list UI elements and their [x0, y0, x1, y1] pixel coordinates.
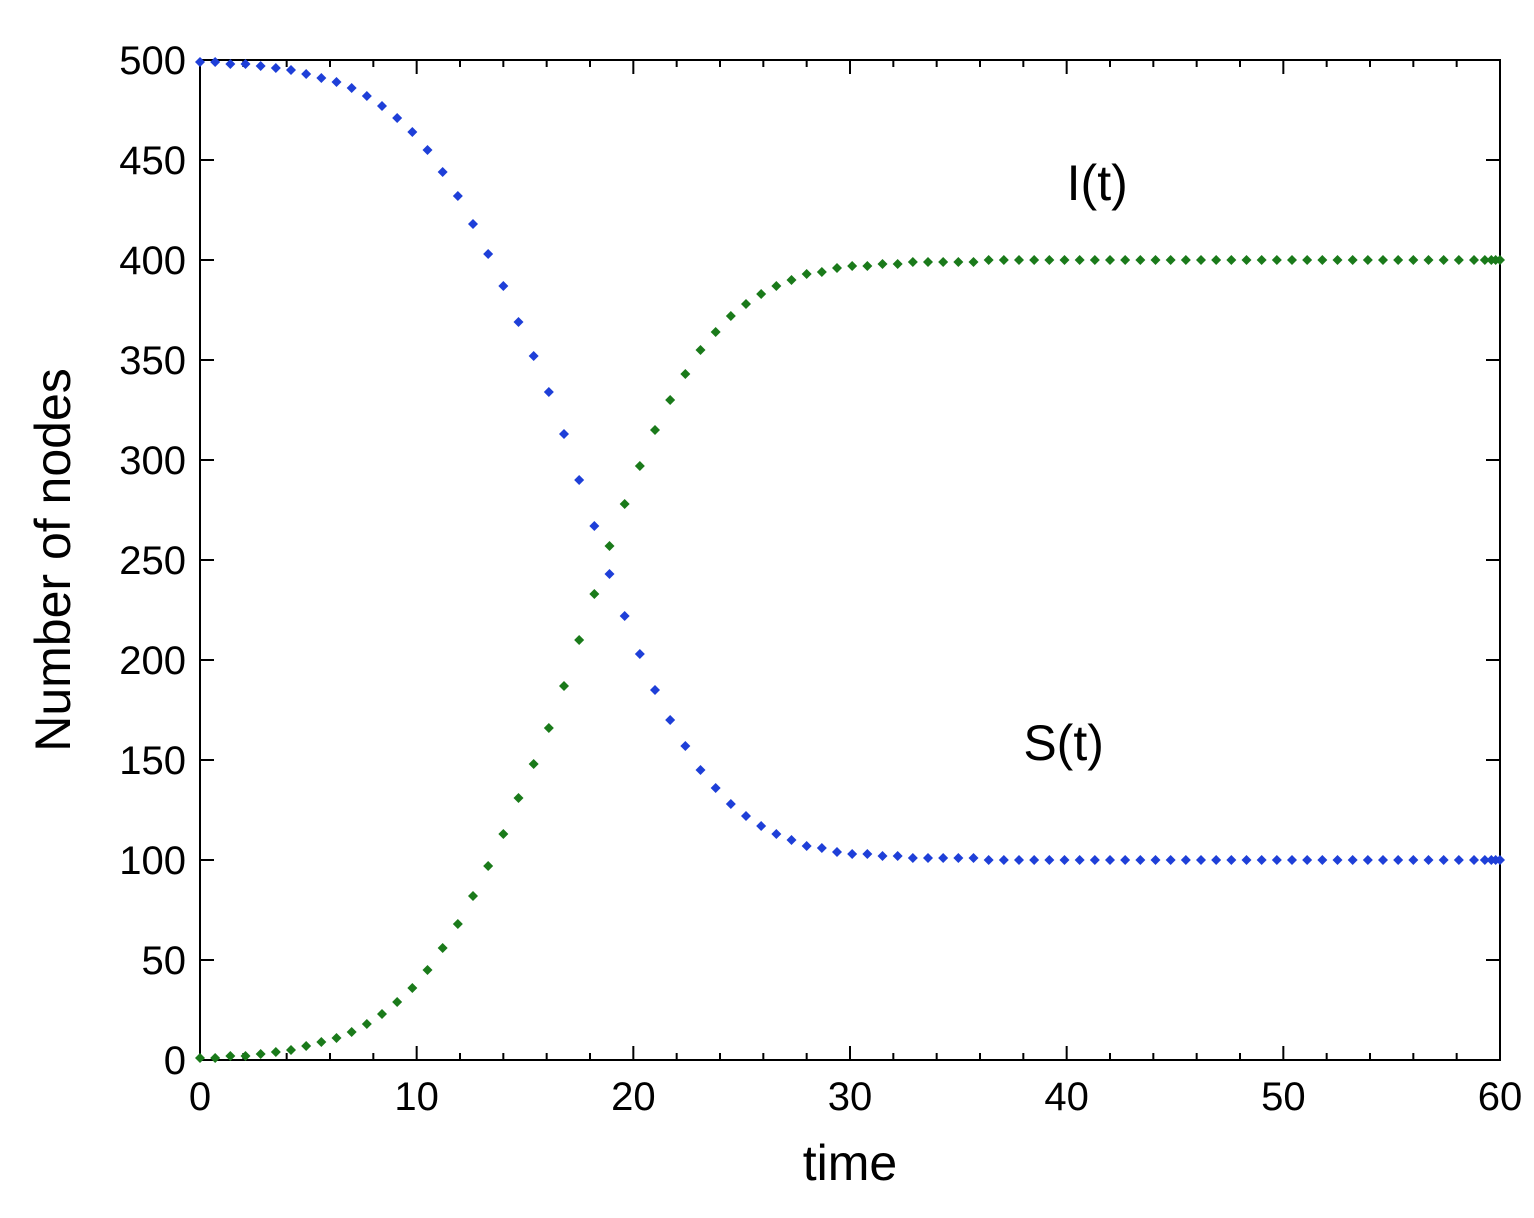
series-label-I(t): I(t): [1067, 155, 1128, 211]
x-tick-label: 50: [1261, 1075, 1306, 1119]
series-label-S(t): S(t): [1023, 715, 1104, 771]
x-tick-label: 20: [611, 1075, 656, 1119]
y-tick-label: 300: [119, 439, 186, 483]
x-tick-label: 40: [1044, 1075, 1089, 1119]
plot-box: [200, 60, 1500, 1060]
x-axis-label: time: [803, 1135, 897, 1191]
x-tick-label: 60: [1478, 1075, 1523, 1119]
y-tick-label: 200: [119, 639, 186, 683]
y-tick-label: 400: [119, 239, 186, 283]
chart-svg: 0 10 20 30 40 50 60 0 50 100 150 200 250 300 350 400 450…: [0, 0, 1534, 1218]
y-tick-label: 100: [119, 839, 186, 883]
y-tick-label: 0: [164, 1039, 186, 1083]
x-tick-label: 10: [394, 1075, 439, 1119]
y-axis-label: Number of nodes: [25, 368, 81, 752]
si-chart: 0 10 20 30 40 50 60 0 50 100 150 200 250 300 350 400 450…: [0, 0, 1534, 1218]
y-tick-label: 450: [119, 139, 186, 183]
x-tick-label: 0: [189, 1075, 211, 1119]
x-tick-label: 30: [828, 1075, 873, 1119]
y-tick-label: 150: [119, 739, 186, 783]
y-tick-label: 250: [119, 539, 186, 583]
y-tick-label: 350: [119, 339, 186, 383]
y-tick-label: 50: [142, 939, 187, 983]
y-tick-label: 500: [119, 39, 186, 83]
